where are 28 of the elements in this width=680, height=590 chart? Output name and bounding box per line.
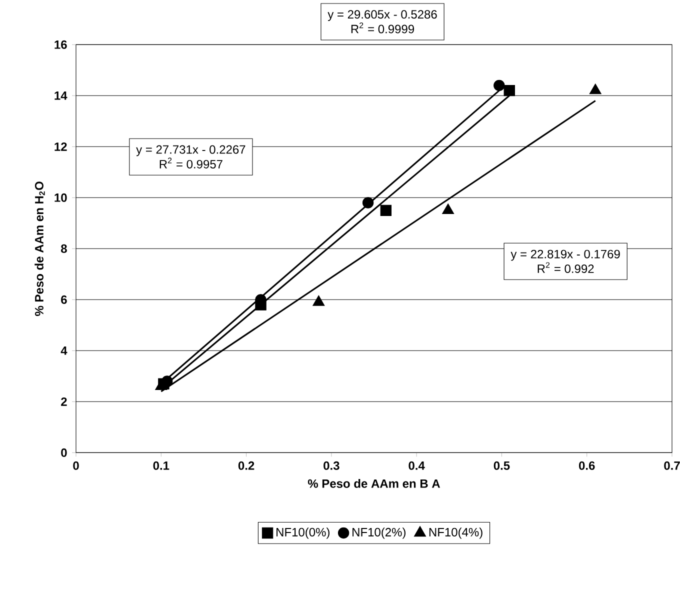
x-tick-label: 0.4	[408, 461, 425, 470]
x-tick-label: 0.1	[153, 461, 170, 470]
annotation: y = 27.731x - 0.2267	[136, 145, 246, 156]
annotation: R$^{2}$ = 0.9957	[160, 158, 222, 168]
legend-label: NF10(2%)	[352, 528, 406, 539]
x-tick-label: 0.3	[324, 461, 340, 470]
y-tick-label: 14	[54, 92, 68, 100]
text: y = 29.605x - 0.5286	[328, 10, 437, 22]
x-tick-label: 0	[73, 461, 79, 470]
y-tick-label: 6	[61, 295, 67, 304]
y-tick-label: 2	[61, 397, 67, 406]
x-tick-label: 0.2	[238, 461, 254, 470]
y-tick-label: 12	[54, 142, 67, 151]
x-tick-label: 0.7	[664, 461, 680, 470]
y-tick-label: 4	[60, 346, 68, 355]
legend-label: NF10(4%)	[429, 528, 482, 539]
x-tick-label: 0.6	[579, 461, 595, 470]
annotation: y = 22.819x - 0.1769	[510, 250, 620, 261]
x-axis-title: % Peso de AAm en B A	[308, 479, 440, 488]
text: R$^{2}$ = 0.9999	[351, 22, 414, 34]
y-axis-title: % Peso de AAm en H$_{2}$O	[34, 182, 45, 316]
y-tick-label: 10	[54, 193, 67, 202]
x-tick-label: 0.5	[494, 461, 510, 470]
y-tick-label: 0	[61, 448, 67, 457]
y-tick-label: 8	[60, 244, 67, 253]
annotation: R$^{2}$ = 0.992	[538, 262, 594, 274]
legend-label: NF10(0%)	[276, 528, 330, 539]
y-tick-label: 16	[54, 40, 67, 49]
